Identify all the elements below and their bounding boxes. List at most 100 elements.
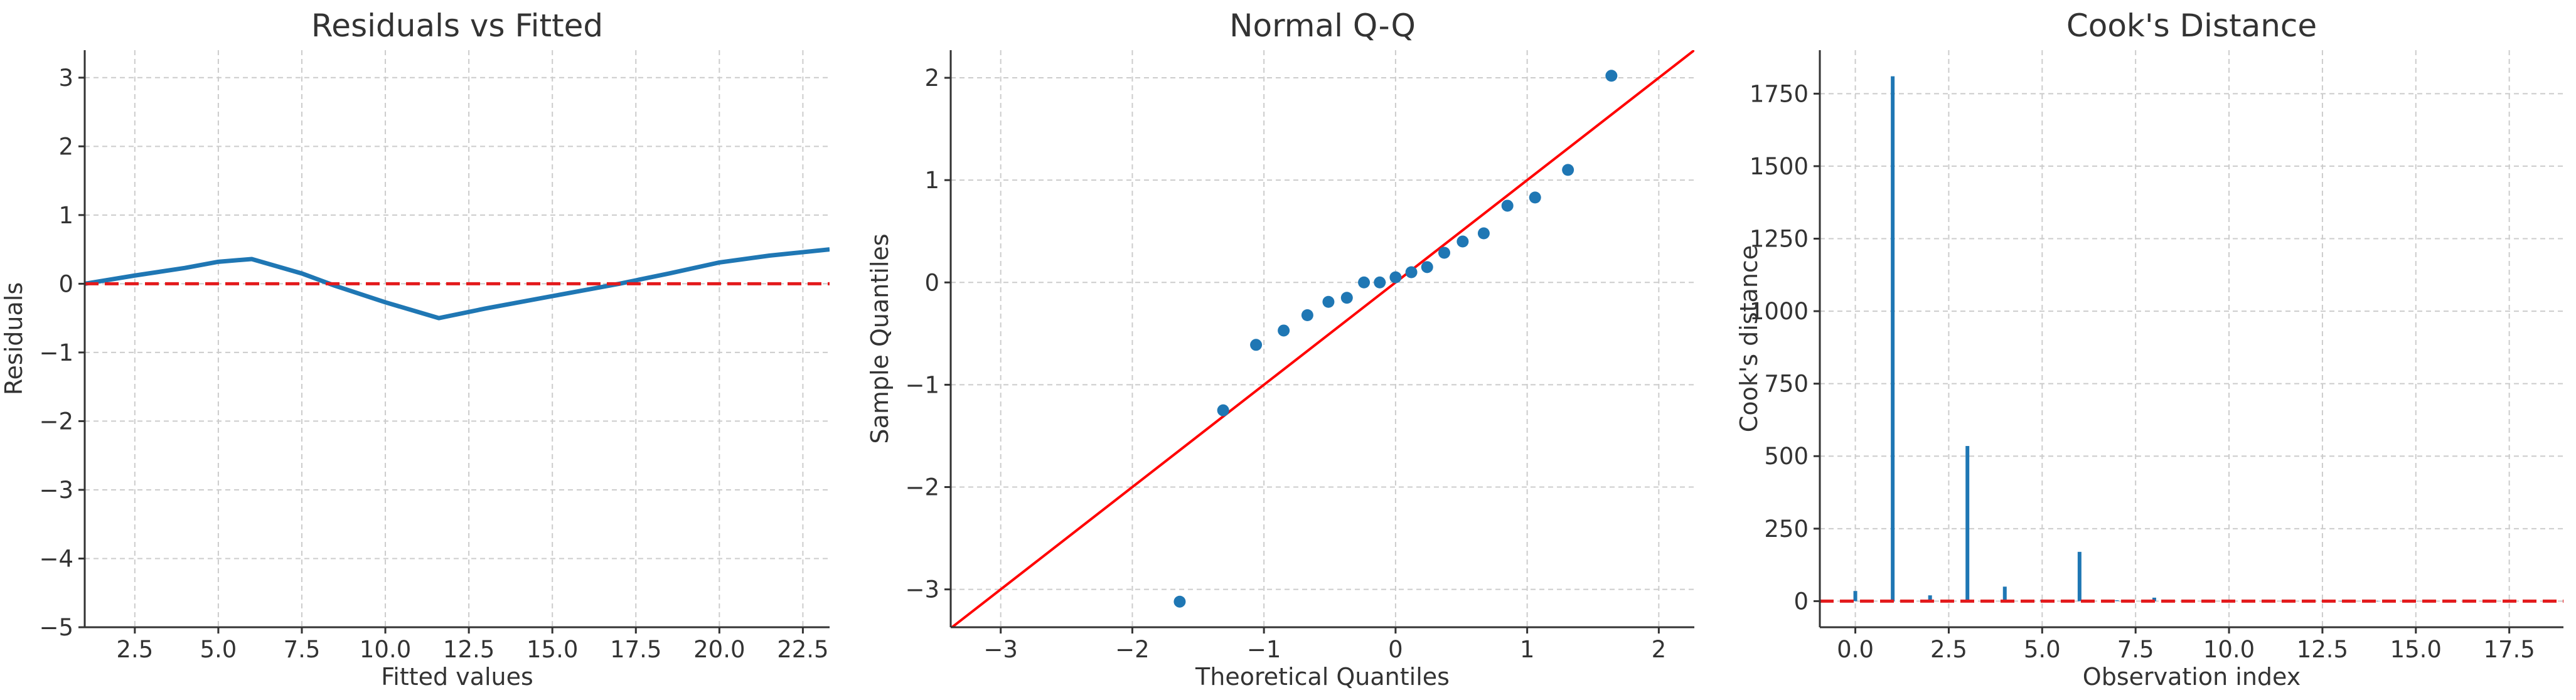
x-tick-label: 15.0 bbox=[2390, 636, 2442, 663]
x-tick-label: 5.0 bbox=[200, 636, 237, 663]
qq-point bbox=[1217, 404, 1229, 416]
y-tick-label: 1250 bbox=[1750, 226, 1809, 253]
y-tick-label: 1000 bbox=[1750, 298, 1809, 325]
residuals-grid bbox=[85, 50, 830, 628]
y-tick-label: 1 bbox=[58, 202, 73, 229]
y-tick-label: −2 bbox=[39, 408, 73, 435]
y-tick-label: 3 bbox=[58, 65, 73, 92]
cooks-ylabel: Cook's distance bbox=[1735, 245, 1763, 432]
cooks-bar bbox=[2115, 600, 2119, 602]
cooks-distance-panel: 0.0 2.5 5.0 7.5 10.0 12.5 15.0 17.5 0 250 500 750 10… bbox=[1735, 8, 2563, 691]
y-tick-label: −3 bbox=[39, 477, 73, 504]
qq-point bbox=[1340, 292, 1353, 304]
qq-point bbox=[1173, 595, 1186, 608]
x-tick-label: 7.5 bbox=[2117, 636, 2154, 663]
x-tick-label: 17.5 bbox=[610, 636, 661, 663]
qq-ticks: −3 −2 −1 0 1 2 −3 −2 −1 0 1 2 bbox=[905, 65, 1666, 663]
x-tick-label: −3 bbox=[983, 636, 1018, 663]
cooks-bar bbox=[2077, 551, 2082, 602]
x-tick-label: 1 bbox=[1520, 636, 1535, 663]
qq-point bbox=[1358, 276, 1371, 289]
y-tick-label: 0 bbox=[58, 270, 73, 297]
x-tick-label: 10.0 bbox=[2203, 636, 2255, 663]
qq-series-layer bbox=[951, 50, 1694, 627]
qq-title: Normal Q-Q bbox=[1229, 8, 1416, 44]
qq-point bbox=[1562, 164, 1574, 176]
y-tick-label: 2 bbox=[924, 65, 939, 92]
x-tick-label: 12.5 bbox=[443, 636, 494, 663]
y-tick-label: 1500 bbox=[1750, 153, 1809, 180]
y-tick-label: 1750 bbox=[1750, 80, 1809, 107]
x-tick-label: 5.0 bbox=[2024, 636, 2061, 663]
x-tick-label: 2.5 bbox=[1930, 636, 1967, 663]
residuals-series-layer bbox=[85, 247, 830, 321]
cooks-bar bbox=[1853, 591, 1857, 602]
x-tick-label: 22.5 bbox=[777, 636, 828, 663]
cooks-bar bbox=[1928, 595, 1932, 602]
qq-point bbox=[1322, 295, 1335, 308]
cooks-ticks: 0.0 2.5 5.0 7.5 10.0 12.5 15.0 17.5 0 250 500 750 10… bbox=[1750, 80, 2535, 663]
x-tick-label: 17.5 bbox=[2483, 636, 2535, 663]
x-tick-label: 7.5 bbox=[284, 636, 321, 663]
cooks-title: Cook's Distance bbox=[2066, 8, 2317, 44]
x-tick-label: 15.0 bbox=[526, 636, 578, 663]
cooks-axes bbox=[1819, 50, 2563, 628]
y-tick-label: 500 bbox=[1764, 443, 1809, 470]
y-tick-label: −2 bbox=[905, 474, 939, 501]
residuals-ticks: 2.5 5.0 7.5 10.0 12.5 15.0 17.5 20.0 22.5 −5 −4 −3 −… bbox=[39, 65, 828, 663]
x-tick-label: 0 bbox=[1388, 636, 1403, 663]
qq-point bbox=[1438, 247, 1451, 259]
qq-point bbox=[1278, 324, 1290, 337]
x-tick-label: 10.0 bbox=[360, 636, 411, 663]
y-tick-label: −4 bbox=[39, 545, 73, 572]
y-tick-label: −5 bbox=[39, 614, 73, 641]
qq-point bbox=[1250, 339, 1263, 351]
qq-xlabel: Theoretical Quantiles bbox=[1195, 663, 1450, 691]
residuals-vs-fitted-panel: 2.5 5.0 7.5 10.0 12.5 15.0 17.5 20.0 22.5 −5 −4 −3 −… bbox=[0, 8, 830, 691]
cooks-series-layer bbox=[1820, 76, 2563, 603]
qq-point bbox=[1501, 199, 1514, 212]
qq-grid bbox=[951, 50, 1694, 627]
cooks-bar bbox=[2152, 597, 2156, 602]
residuals-ylabel: Residuals bbox=[0, 282, 28, 395]
residual-line bbox=[85, 247, 830, 321]
cooks-bar bbox=[1891, 76, 1895, 602]
y-tick-label: −3 bbox=[905, 576, 939, 603]
cooks-bar bbox=[2002, 586, 2007, 602]
residuals-xlabel: Fitted values bbox=[381, 663, 533, 691]
qq-point bbox=[1374, 276, 1386, 289]
y-tick-label: 0 bbox=[1793, 588, 1809, 615]
qq-point bbox=[1605, 70, 1618, 82]
cooks-xlabel: Observation index bbox=[2083, 663, 2301, 691]
cooks-grid bbox=[1820, 50, 2563, 627]
x-tick-label: 0.0 bbox=[1837, 636, 1874, 663]
qq-ylabel: Sample Quantiles bbox=[866, 233, 894, 443]
normal-qq-panel: −3 −2 −1 0 1 2 −3 −2 −1 0 1 2 Normal Q-Q Theoretica… bbox=[866, 8, 1694, 691]
x-tick-label: 2 bbox=[1652, 636, 1667, 663]
qq-point bbox=[1477, 227, 1490, 240]
qq-point bbox=[1389, 271, 1402, 284]
qq-axes bbox=[949, 50, 1694, 628]
residuals-title: Residuals vs Fitted bbox=[311, 8, 603, 44]
y-tick-label: 0 bbox=[924, 269, 939, 296]
y-tick-label: −1 bbox=[39, 339, 73, 366]
y-tick-label: 1 bbox=[924, 167, 939, 194]
y-tick-label: 750 bbox=[1764, 371, 1809, 398]
cooks-bar bbox=[1965, 446, 1970, 602]
x-tick-label: −1 bbox=[1247, 636, 1281, 663]
x-tick-label: 2.5 bbox=[116, 636, 153, 663]
x-tick-label: −2 bbox=[1115, 636, 1150, 663]
qq-point bbox=[1529, 191, 1541, 204]
qq-point bbox=[1405, 266, 1418, 278]
x-tick-label: 20.0 bbox=[693, 636, 745, 663]
residuals-axes bbox=[83, 50, 830, 628]
qq-point bbox=[1421, 261, 1433, 273]
qq-point bbox=[1301, 309, 1313, 321]
x-tick-label: 12.5 bbox=[2297, 636, 2348, 663]
reference-line bbox=[951, 50, 1694, 627]
y-tick-label: −1 bbox=[905, 371, 939, 398]
y-tick-label: 2 bbox=[58, 133, 73, 160]
y-tick-label: 250 bbox=[1764, 516, 1809, 543]
qq-point bbox=[1456, 235, 1469, 248]
